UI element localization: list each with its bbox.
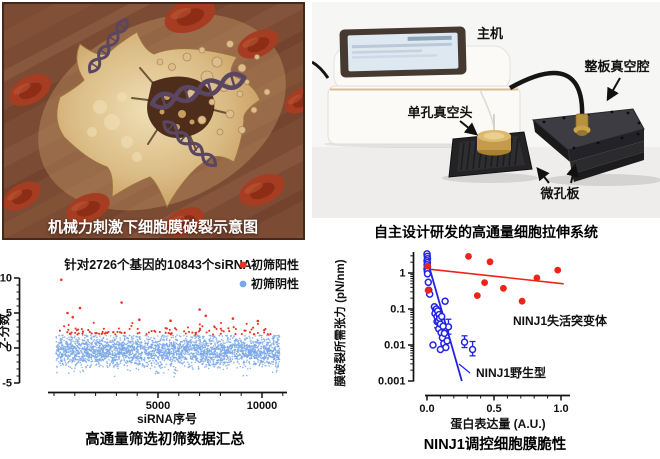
legend-label: 初筛阴性 [251, 276, 299, 291]
positive-outlier [78, 306, 82, 310]
y-tick-label: 10 [0, 273, 12, 285]
label-main-unit: 主机 [477, 26, 503, 41]
stretching-system-panel: 主机 整板真空腔 单孔真空头 微孔板 [311, 2, 660, 218]
arrow-plate-vacuum-chamber [606, 77, 621, 102]
cable-left [311, 60, 330, 79]
x-axis-label: 蛋白表达量 (A.U.) [450, 416, 545, 431]
x-tick-label: 5000 [146, 400, 170, 412]
plate-vacuum-chamber-stack [531, 108, 645, 182]
x-tick-label: 10000 [247, 400, 278, 412]
tension-caption: NINJ1调控细胞膜脆性 [423, 437, 567, 453]
legend-marker [239, 280, 247, 288]
device-caption: 自主设计研发的高通量细胞拉伸系统 [374, 224, 598, 240]
chart-title: 针对2726个基因的10843个siRNA [64, 257, 252, 272]
screening-chart-panel: -5 0 5 10 5000 10000 针对2726个基因的10843个siRNA siRN… [0, 253, 330, 426]
positive-outlier [120, 301, 123, 304]
illustration-caption: 机械力刺激下细胞膜破裂示意图 [48, 218, 258, 236]
mutant-series-label: NINJ1失活突变体 [513, 313, 608, 328]
y-axis-label: 膜破裂所需张力 (pN/nm) [333, 259, 347, 386]
legend-marker [239, 261, 247, 269]
positive-outlier [169, 319, 172, 322]
positive-outlier [256, 319, 260, 323]
x-tick-label: 0.0 [419, 403, 434, 415]
y-tick-label: -5 [2, 378, 12, 390]
x-tick-label: 0.5 [486, 403, 501, 415]
screening-chart: -5 0 5 10 5000 10000 针对2726个基因的10843个siRNA siRN… [0, 257, 299, 426]
arrow-microwell-plate-right [566, 163, 579, 184]
positive-outlier [231, 317, 235, 320]
y-tick-label: 0.001 [378, 376, 406, 388]
tension-chart-panel: 1 0.1 0.01 0.001 0.0 0.5 1.0 蛋白表达量 (A.U.) 膜破裂所需张… [330, 243, 660, 435]
positive-outlier [198, 308, 201, 311]
single-well-vacuum-head [477, 114, 511, 156]
x-axis-label: siRNA序号 [137, 411, 197, 425]
positive-outlier [60, 278, 63, 282]
positive-outlier [138, 318, 141, 321]
arrow-single-well-vacuum-head [459, 120, 479, 136]
negative-points [55, 334, 281, 378]
positive-outlier [66, 311, 69, 315]
wildtype-series-label: NINJ1野生型 [476, 365, 546, 380]
positive-points [58, 278, 272, 336]
y-tick-label: 0.1 [390, 304, 405, 316]
gold-fitting [573, 113, 591, 136]
arrow-microwell-plate-left [536, 166, 550, 184]
photo-annotations: 主机 整板真空腔 单孔真空头 微孔板 [407, 26, 649, 201]
cell-rupture-illustration: 机械力刺激下细胞膜破裂示意图 [0, 0, 567, 459]
illustration-frame [2, 2, 305, 240]
label-microwell-plate: 微孔板 [539, 186, 580, 201]
mutant-trend-line [426, 268, 564, 285]
touchscreen[interactable] [339, 26, 467, 78]
label-single-well-vacuum-head: 单孔真空头 [407, 105, 472, 120]
positive-outlier [204, 314, 208, 318]
screening-caption: 高通量筛选初筛数据汇总 [85, 432, 245, 448]
spilled-vesicles [156, 40, 271, 136]
vacuum-tube [508, 70, 585, 119]
stretching-system-photo: 主机 整板真空腔 单孔真空头 微孔板 [311, 2, 660, 218]
screws [542, 110, 641, 150]
main-unit-device [311, 26, 521, 145]
wildtype-points [423, 250, 451, 354]
y-tick-label: 0.01 [384, 340, 405, 352]
mutant-points [424, 253, 562, 305]
cell-texture [87, 92, 142, 162]
y-tick-label: 1 [399, 268, 405, 280]
cell-rupture-panel: 机械力刺激下细胞膜破裂示意图 [0, 0, 567, 459]
y-tick-label: 0 [6, 343, 12, 355]
y-tick-label: 5 [6, 308, 12, 320]
legend-label: 初筛阳性 [251, 257, 299, 272]
label-plate-vacuum-chamber: 整板真空腔 [583, 59, 649, 74]
tension-chart: 1 0.1 0.01 0.001 0.0 0.5 1.0 蛋白表达量 (A.U.) 膜破裂所需张… [333, 250, 608, 431]
positive-outlier [71, 315, 74, 319]
y-axis-label: Z-分数 [0, 312, 11, 348]
x-tick-label: 1.0 [553, 403, 568, 415]
